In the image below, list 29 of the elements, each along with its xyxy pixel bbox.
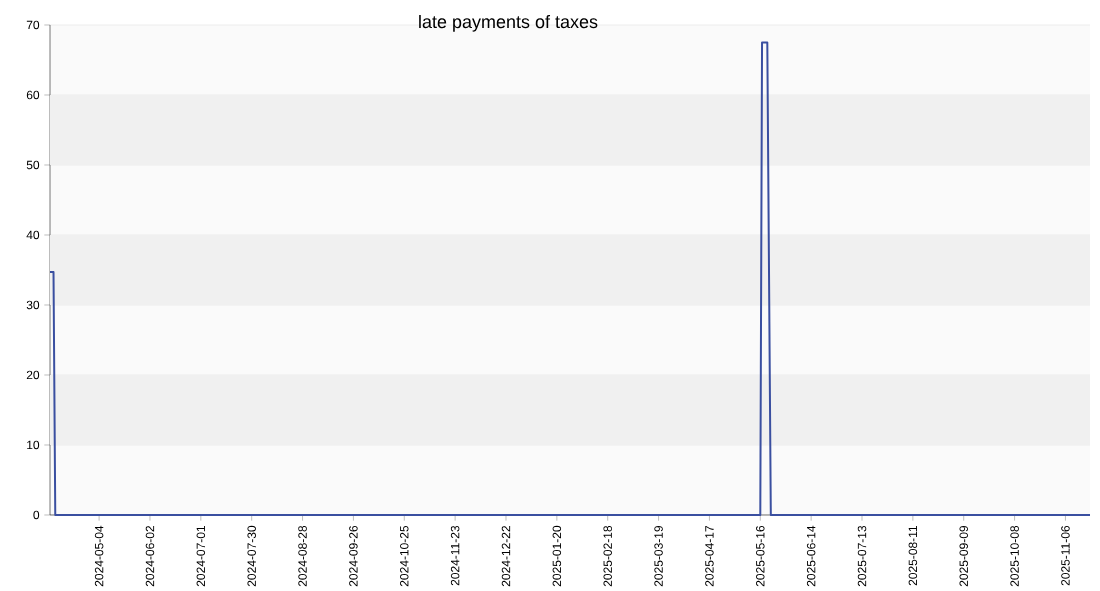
x-tick-label: 2024-08-28 [298,525,307,587]
x-tick-label: 2024-10-25 [400,525,409,587]
x-tick-label: 2024-05-04 [94,525,104,587]
x-tick-label: 2025-03-19 [654,525,663,587]
x-tick-label: 2024-12-22 [501,525,511,587]
y-tick-label: 30 [26,300,40,310]
x-tick-label: 2024-11-23 [450,525,460,586]
x-tick-label: 2025-01-20 [552,525,562,587]
x-tick-label: 2025-11-06 [1061,525,1070,586]
x-tick-label: 2025-08-11 [908,525,918,586]
x-tick-label: 2024-06-02 [145,525,155,587]
x-tick-label: 2024-09-26 [349,525,358,587]
y-tick-label: 20 [26,370,40,380]
x-tick-label: 2025-06-14 [806,525,816,587]
y-tick-label: 60 [26,90,40,100]
x-tick-label: 2024-07-01 [196,525,206,587]
y-tick-label: 70 [26,20,40,30]
x-tick-label: 2025-05-16 [756,525,765,587]
x-tick-label: 2025-04-17 [705,525,714,587]
y-tick-label: 10 [27,440,40,450]
x-tick-label: 2024-07-30 [247,525,256,587]
chart-title: late payments of taxes [419,14,598,32]
y-tick-label: 40 [26,230,40,240]
x-tick-label: 2025-02-18 [603,525,612,587]
y-tick-label: 50 [26,160,40,170]
y-tick-label: 0 [33,510,40,520]
x-tick-label: 2025-10-08 [1010,525,1019,587]
x-tick-label: 2025-07-13 [857,525,867,587]
x-tick-label: 2025-09-09 [959,525,968,587]
